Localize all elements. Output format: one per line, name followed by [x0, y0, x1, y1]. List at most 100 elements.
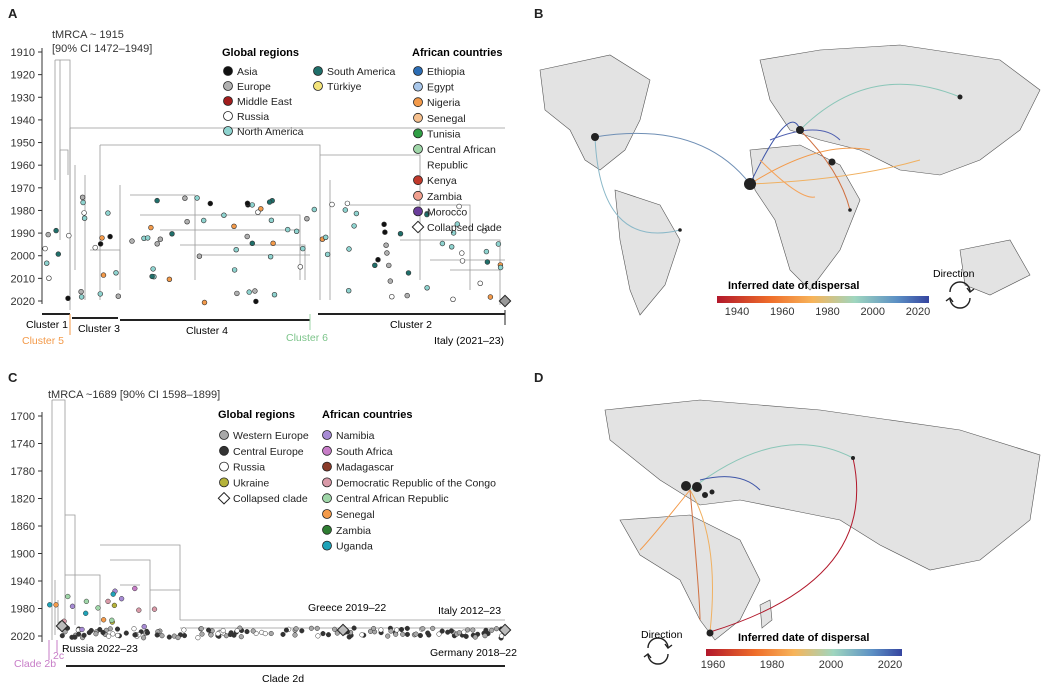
- legend-label: Egypt: [427, 82, 454, 94]
- tree-tip: [258, 206, 264, 212]
- tree-tip: [181, 627, 187, 633]
- panel-c-legend-global: Western Europe Central Europe Russia Ukrain…: [217, 430, 309, 505]
- tree-tip: [299, 628, 305, 634]
- legend-swatch: [413, 112, 423, 123]
- year-tick-label: 1910: [11, 47, 35, 59]
- tree-tip: [262, 631, 268, 637]
- tree-tip: [132, 632, 138, 638]
- legend-label: North America: [237, 126, 304, 138]
- legend-swatch: [322, 493, 332, 504]
- tree-tip: [378, 627, 384, 633]
- panel-d-colorbar-title: Inferred date of dispersal: [738, 632, 869, 644]
- tree-tip: [293, 228, 300, 235]
- tree-tip: [47, 602, 53, 608]
- direction-icon: [945, 281, 975, 309]
- legend-swatch: [322, 430, 332, 440]
- tree-tip: [499, 633, 505, 639]
- legend-swatch: [413, 128, 423, 139]
- tree-tip: [375, 257, 381, 263]
- tree-tip: [93, 631, 99, 637]
- tree-tip: [465, 627, 471, 633]
- year-tick-label: 1990: [11, 228, 35, 240]
- tree-tip: [300, 245, 306, 252]
- legend-label: Russia: [233, 462, 265, 474]
- legend-swatch: [413, 175, 423, 186]
- year-tick-label: 1900: [11, 549, 35, 561]
- legend-label: Ethiopia: [427, 66, 465, 78]
- legend-swatch: [413, 206, 423, 217]
- tree-tip: [450, 230, 457, 236]
- clade-2c-label: 2c: [53, 650, 64, 662]
- year-tick-label: 1920: [11, 70, 35, 82]
- tree-tip: [470, 627, 476, 633]
- tree-tip: [489, 627, 495, 633]
- tree-tip: [100, 272, 107, 278]
- tree-tip: [100, 617, 107, 623]
- tree-tip: [397, 231, 404, 237]
- tree-tip: [353, 210, 360, 217]
- year-tick-label: 1940: [11, 576, 35, 588]
- tree-tip: [79, 194, 86, 201]
- tree-tip: [424, 285, 430, 291]
- tree-tip: [88, 627, 94, 634]
- tree-tip: [332, 626, 338, 632]
- tree-tip: [154, 241, 160, 247]
- year-tick-label: 1930: [11, 92, 35, 104]
- africa-shape-d: [619, 514, 761, 641]
- panel-a-legend-global-title: Global regions: [222, 47, 299, 59]
- tree-tip: [244, 233, 250, 240]
- tree-tip: [81, 210, 87, 216]
- tree-tip: [459, 258, 466, 264]
- legend-swatch: [322, 445, 332, 456]
- panel-a-year-axis: 1910 1920 1930 1940 1950 1960 1970 1980 1990 2000…: [11, 47, 42, 308]
- tree-tip: [83, 598, 90, 605]
- tree-tip: [166, 634, 172, 640]
- legend-label: South America: [327, 66, 395, 78]
- tree-tip: [62, 629, 68, 635]
- tree-tip: [280, 631, 286, 637]
- tree-tip: [255, 209, 261, 215]
- tree-tip: [483, 248, 490, 255]
- panel-a-tmrca-line2: [90% CI 1472–1949]: [52, 43, 152, 55]
- panel-b-colorbar-title: Inferred date of dispersal: [728, 280, 859, 292]
- legend-label: Madagascar: [336, 462, 394, 474]
- tree-tip: [404, 625, 410, 631]
- tree-tip: [398, 626, 405, 633]
- tree-tip: [344, 200, 351, 207]
- tree-tip: [65, 295, 71, 301]
- legend-swatch: [219, 430, 229, 440]
- colorbar-tick-label: 2000: [861, 306, 885, 318]
- year-tick-label: 1940: [11, 115, 35, 127]
- tree-tip: [271, 292, 278, 298]
- panel-a-legend-global: Asia Europe Middle East Russia North America…: [223, 66, 395, 138]
- tree-tip: [315, 633, 321, 639]
- panel-a-tree-tips: [42, 194, 512, 308]
- panel-b-colorbar: [717, 296, 929, 303]
- year-tick-label: 2020: [11, 296, 35, 308]
- legend-label: Central African: [427, 144, 496, 156]
- tree-tip: [404, 631, 410, 637]
- tree-tip: [46, 275, 52, 281]
- colorbar-tick-label: 1960: [701, 659, 725, 671]
- legend-label: Central African Republic: [336, 493, 449, 505]
- tree-tip: [436, 631, 442, 637]
- colorbar-tick-label: 1940: [725, 306, 749, 318]
- legend-label: South Africa: [336, 446, 393, 458]
- panel-a-legend-african-title: African countries: [412, 47, 502, 59]
- legend-swatch: [413, 144, 423, 154]
- colorbar-tick-label: 1960: [770, 306, 794, 318]
- year-tick-label: 1950: [11, 138, 35, 150]
- tree-tip: [495, 241, 502, 247]
- tree-tip: [123, 630, 129, 636]
- colorbar-tick-label: 2000: [819, 659, 843, 671]
- legend-swatch: [413, 81, 423, 92]
- tree-tip: [425, 630, 431, 636]
- panel-c-letter: C: [8, 370, 18, 385]
- tree-tip: [42, 245, 48, 252]
- tree-tip: [206, 627, 212, 633]
- tree-tip: [195, 635, 201, 641]
- cluster-1-label: Cluster 1: [26, 319, 68, 331]
- tree-tip: [110, 591, 116, 597]
- tree-tip: [231, 223, 237, 230]
- year-tick-label: 1960: [11, 160, 35, 172]
